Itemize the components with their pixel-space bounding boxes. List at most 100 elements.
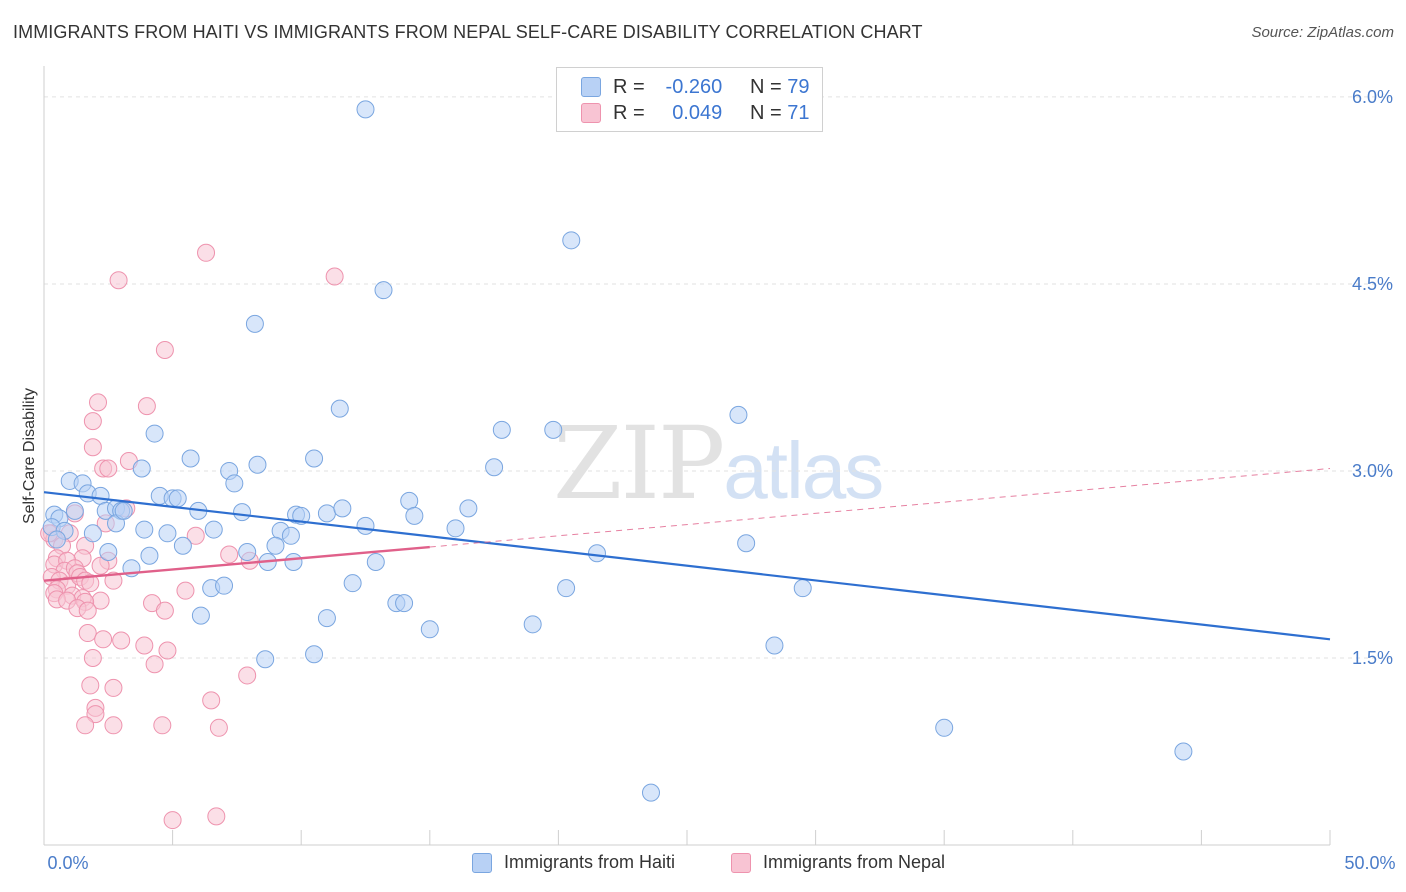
haiti-point [793,579,812,598]
haiti-point [191,606,210,625]
nepal-point [135,636,154,655]
nepal-point [89,393,108,412]
source-label: Source: ZipAtlas.com [1251,24,1394,41]
nepal-swatch [581,103,601,123]
haiti-point [168,489,187,508]
nepal-point [202,691,221,710]
nepal-point [155,601,174,620]
y-tick-label: 6.0% [1352,87,1393,107]
legend-n-value: 71 [787,101,810,124]
nepal-point [109,271,128,290]
legend-r-value: 0.049 [672,101,723,124]
legend-n-label: N = [750,75,782,98]
nepal-point [104,678,123,697]
haiti-point [356,100,375,119]
x-ticks [43,830,1331,845]
series-legend-nepal[interactable]: Immigrants from Nepal [731,852,945,873]
nepal-trend-extension [429,467,1331,548]
nepal-point [78,624,97,643]
legend-n-value: 79 [787,75,810,98]
haiti-point [114,501,133,520]
haiti-point [544,420,563,439]
nepal-point [186,526,205,545]
haiti-point [91,486,110,505]
haiti-point [233,503,252,522]
correlation-legend: R = -0.260 N = 79 R = 0.049 N = 71 [556,67,823,132]
nepal-point [78,601,97,620]
haiti-point [284,552,303,571]
nepal-point [153,716,172,735]
haiti-swatch [472,852,492,873]
x-tick-label-min: 0.0% [47,853,88,873]
y-tick-label: 3.0% [1352,461,1393,481]
haiti-point [492,420,511,439]
haiti-point [1174,742,1193,761]
nepal-point [220,545,239,564]
x-tick-label-max: 50.0% [1344,853,1395,873]
nepal-point [158,641,177,660]
legend-r-label: R = [613,75,645,98]
legend-r-value: -0.260 [665,75,723,98]
haiti-point [83,524,102,543]
nepal-point [83,438,102,457]
nepal-point [209,718,228,737]
haiti-point [374,281,393,300]
series-legend-haiti[interactable]: Immigrants from Haiti [472,852,675,873]
haiti-point [562,231,581,250]
haiti-point [225,474,244,493]
haiti-trend-line [43,491,1331,641]
nepal-point [86,705,105,724]
haiti-point [400,491,419,510]
y-tick-label: 1.5% [1352,648,1393,668]
nepal-swatch [731,852,751,873]
haiti-point [333,499,352,518]
haiti-swatch [581,77,601,97]
nepal-point [91,556,110,575]
haiti-point [215,576,234,595]
haiti-point [523,615,542,634]
haiti-point [317,504,336,523]
haiti-point [641,783,660,802]
nepal-point [176,581,195,600]
haiti-point [935,718,954,737]
haiti-point [145,424,164,443]
haiti-point [343,574,362,593]
nepal-point [163,811,182,830]
haiti-point [248,455,267,474]
haiti-point [173,536,192,555]
series-name: Immigrants from Nepal [763,852,946,872]
haiti-point [557,579,576,598]
haiti-point [305,449,324,468]
haiti-point [135,520,154,539]
haiti-point [485,458,504,477]
nepal-point [81,574,100,593]
haiti-point [99,543,118,562]
haiti-point [281,526,300,545]
trend-lines [43,467,1331,641]
nepal-point [99,459,118,478]
y-tick-label: 4.5% [1352,274,1393,294]
nepal-point [104,571,123,590]
axes [43,66,1330,846]
haiti-point [446,519,465,538]
haiti-point [420,620,439,639]
haiti-point [765,636,784,655]
nepal-point [83,648,102,667]
haiti-point [132,459,151,478]
nepal-point [83,412,102,431]
nepal-point [145,655,164,674]
series-haiti-points [42,100,1193,802]
legend-n-label: N = [750,101,782,124]
series-name: Immigrants from Haiti [504,852,676,872]
nepal-point [207,807,226,826]
nepal-point [238,666,257,685]
nepal-point [137,397,156,416]
haiti-point [158,524,177,543]
haiti-point [256,650,275,669]
y-axis-title: Self-Care Disability [21,388,38,524]
haiti-point [395,594,414,613]
haiti-point [305,645,324,664]
nepal-point [76,716,95,735]
haiti-point [204,520,223,539]
